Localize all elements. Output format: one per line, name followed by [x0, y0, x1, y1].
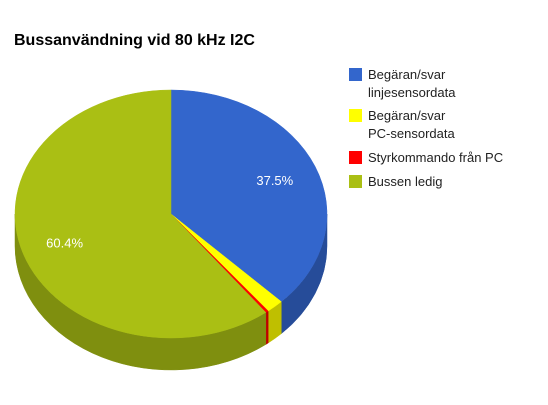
legend: Begäran/svar linjesensordata Begäran/svar P… [349, 67, 503, 189]
legend-swatch [349, 68, 362, 81]
pie-slice-bussen-ledig[interactable] [14, 89, 267, 339]
legend-swatch [349, 175, 362, 188]
legend-item-styrkommando-fran-pc[interactable]: Styrkommando från PC [349, 150, 503, 165]
pie-slices-group [14, 89, 328, 339]
legend-label: PC-sensordata [368, 126, 455, 141]
pie-slice-begaran-svar-linjesensordata[interactable] [170, 89, 328, 303]
slice-data-label: 60.4% [46, 236, 83, 251]
legend-label: linjesensordata [368, 85, 456, 100]
pie-labels-group: 37.5% 60.4% [46, 173, 294, 251]
legend-item-bussen-ledig[interactable]: Bussen ledig [349, 174, 442, 189]
chart-title: Bussanvändning vid 80 kHz I2C [14, 32, 255, 49]
legend-swatch [349, 151, 362, 164]
legend-swatch [349, 109, 362, 122]
pie-side-styrkommando-fran-pc [265, 310, 269, 345]
legend-item-begaran-svar-pc-sensordata[interactable]: Begäran/svar PC-sensordata [349, 108, 455, 141]
legend-item-begaran-svar-linjesensordata[interactable]: Begäran/svar linjesensordata [349, 67, 456, 100]
legend-label: Bussen ledig [368, 174, 442, 189]
legend-label: Begäran/svar [368, 67, 446, 82]
legend-label: Styrkommando från PC [368, 150, 503, 165]
slice-data-label: 37.5% [256, 173, 293, 188]
legend-label: Begäran/svar [368, 108, 446, 123]
